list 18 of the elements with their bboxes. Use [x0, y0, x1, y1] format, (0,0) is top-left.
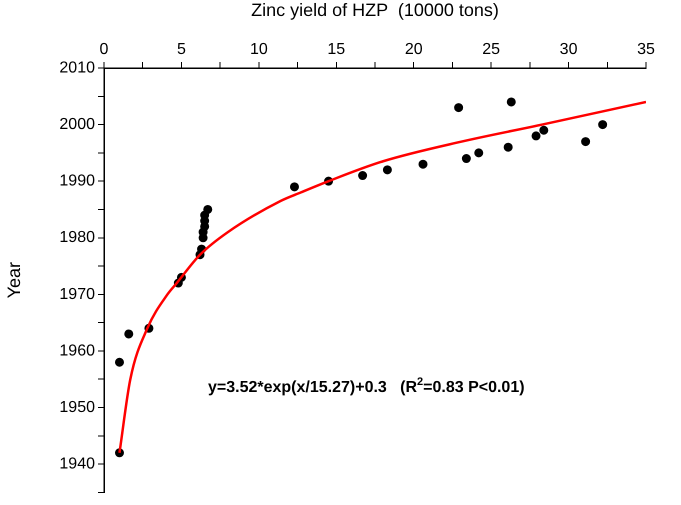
x-tick-label: 25 [482, 40, 500, 58]
y-tick-label: 1980 [59, 229, 96, 246]
y-tick-label: 1960 [59, 342, 96, 360]
x-tick-label: 15 [327, 40, 346, 58]
x-tick-label: 5 [176, 40, 186, 58]
y-tick-label: 1970 [59, 286, 96, 303]
x-tick-label: 35 [637, 40, 655, 58]
y-tick-label: 2000 [59, 116, 96, 133]
y-tick-label: 1950 [59, 398, 96, 416]
y-tick-label: 2010 [59, 59, 96, 76]
y-axis-title: Year [4, 262, 24, 298]
x-tick-label: 10 [250, 40, 268, 58]
x-tick-label: 0 [100, 40, 109, 58]
y-tick-label: 1990 [59, 172, 96, 190]
x-tick-label: 30 [560, 40, 578, 58]
y-tick-label: 1940 [59, 456, 96, 473]
x-axis-title: Zinc yield of HZP (10000 tons) [251, 0, 499, 20]
x-tick-label: 20 [404, 40, 423, 58]
